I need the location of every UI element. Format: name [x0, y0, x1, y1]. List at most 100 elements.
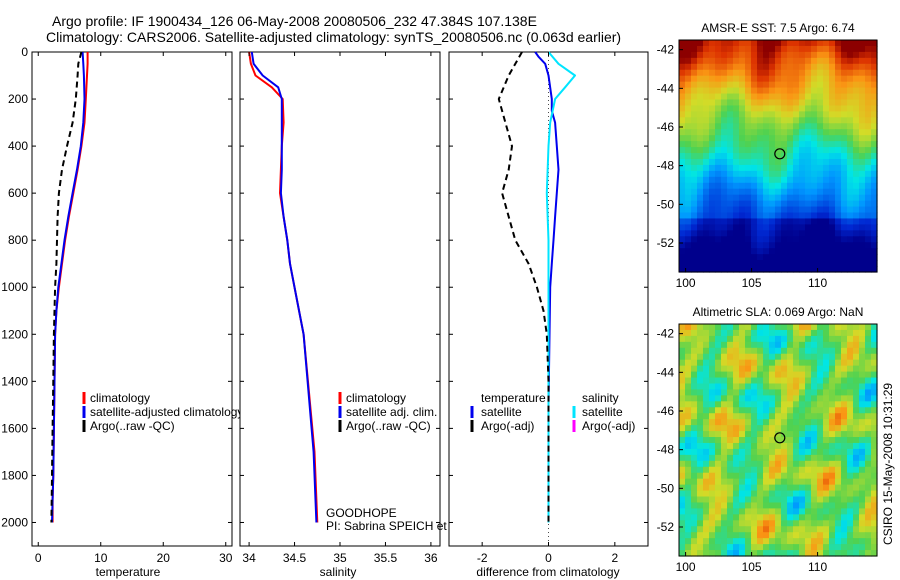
map2-cell	[745, 496, 752, 504]
map2-cell	[787, 329, 794, 337]
map1-cell	[745, 254, 752, 261]
map2-cell	[733, 544, 740, 551]
map1-cell	[829, 117, 836, 124]
map2-cell	[721, 389, 728, 396]
map2-cell	[793, 335, 800, 343]
map2-cell	[733, 472, 740, 480]
map1-cell	[691, 87, 698, 95]
map1-cell	[775, 57, 782, 65]
map1-cell	[769, 99, 776, 107]
map1-cell	[859, 40, 866, 47]
map2-cell	[703, 490, 710, 498]
map1-cell	[793, 81, 800, 89]
map1-cell	[823, 87, 830, 95]
map2-cell	[691, 347, 698, 355]
map2-cell	[715, 413, 722, 420]
map1-cell	[817, 63, 824, 71]
map1-cell	[835, 242, 842, 249]
map2-cell	[841, 484, 848, 492]
map2-cell	[685, 329, 692, 337]
map2-cell	[799, 324, 806, 331]
map2-cell	[793, 502, 800, 510]
map2-cell	[817, 502, 824, 510]
map1-cell	[841, 194, 848, 202]
map1-cell	[691, 123, 698, 130]
map1-cell	[871, 117, 878, 124]
map2-cell	[769, 526, 776, 533]
map2-cell	[733, 365, 740, 373]
map2-cell	[775, 550, 782, 557]
map1-cell	[799, 200, 806, 208]
map2-cell	[709, 502, 716, 510]
map2-cell	[727, 365, 734, 373]
map1-cell	[793, 224, 800, 231]
map1-cell	[787, 266, 794, 273]
map1-cell	[763, 51, 770, 59]
map1-cell	[871, 224, 878, 231]
map2-cell	[757, 431, 764, 438]
map2-cell	[841, 353, 848, 361]
map1-cell	[727, 123, 734, 130]
map2-cell	[847, 371, 854, 379]
map1-cell	[835, 266, 842, 273]
map2-cell	[781, 377, 788, 385]
map2-cell	[835, 383, 842, 391]
map1-cell	[823, 212, 830, 220]
map2-cell	[745, 401, 752, 408]
map1-cell	[685, 224, 692, 231]
map1-cell	[697, 266, 704, 273]
map2-cell	[679, 538, 686, 545]
map2-cell	[823, 341, 830, 349]
map2-cell	[799, 484, 806, 492]
map2-cell	[817, 413, 824, 420]
map2-cell	[793, 365, 800, 373]
map1-cell	[763, 206, 770, 214]
map2-cell	[781, 460, 788, 468]
map2-cell	[871, 347, 878, 355]
map2-cell	[871, 478, 878, 486]
map1-cell	[721, 40, 728, 47]
map2-cell	[721, 478, 728, 486]
map1-cell	[679, 224, 686, 231]
map2-cell	[859, 431, 866, 438]
map2-cell	[865, 413, 872, 420]
map2-cell	[805, 341, 812, 349]
map1-cell	[829, 105, 836, 112]
map1-cell	[691, 141, 698, 148]
map2-cell	[715, 496, 722, 504]
map1-cell	[709, 69, 716, 77]
map1-cell	[787, 206, 794, 214]
map2-cell	[691, 431, 698, 438]
map2-cell	[823, 413, 830, 420]
map2-cell	[787, 496, 794, 504]
map1-cell	[781, 69, 788, 77]
map2-cell	[769, 484, 776, 492]
map2-cell	[703, 401, 710, 408]
map2-cell	[763, 329, 770, 337]
map1-cell	[757, 153, 764, 160]
map1-cell	[799, 188, 806, 196]
map2-cell	[721, 520, 728, 527]
map2-cell	[871, 508, 878, 515]
map1-cell	[841, 153, 848, 160]
map1-cell	[871, 218, 878, 226]
map1-cell	[811, 147, 818, 154]
map1-cell	[727, 45, 734, 53]
map2-cell	[763, 466, 770, 474]
map2-cell	[751, 425, 758, 432]
map2-title: Altimetric SLA: 0.069 Argo: NaN	[693, 305, 864, 319]
map1-cell	[751, 248, 758, 255]
map1-cell	[793, 147, 800, 154]
map2-cell	[859, 365, 866, 373]
map2-cell	[751, 437, 758, 444]
map2-cell	[715, 454, 722, 462]
map2-cell	[751, 401, 758, 408]
map1-cell	[847, 75, 854, 83]
map2-cell	[679, 550, 686, 557]
map2-cell	[841, 377, 848, 385]
map1-cell	[859, 170, 866, 178]
map2-cell	[787, 508, 794, 515]
map1-cell	[781, 40, 788, 47]
map1-cell	[697, 260, 704, 267]
map2-cell	[709, 341, 716, 349]
